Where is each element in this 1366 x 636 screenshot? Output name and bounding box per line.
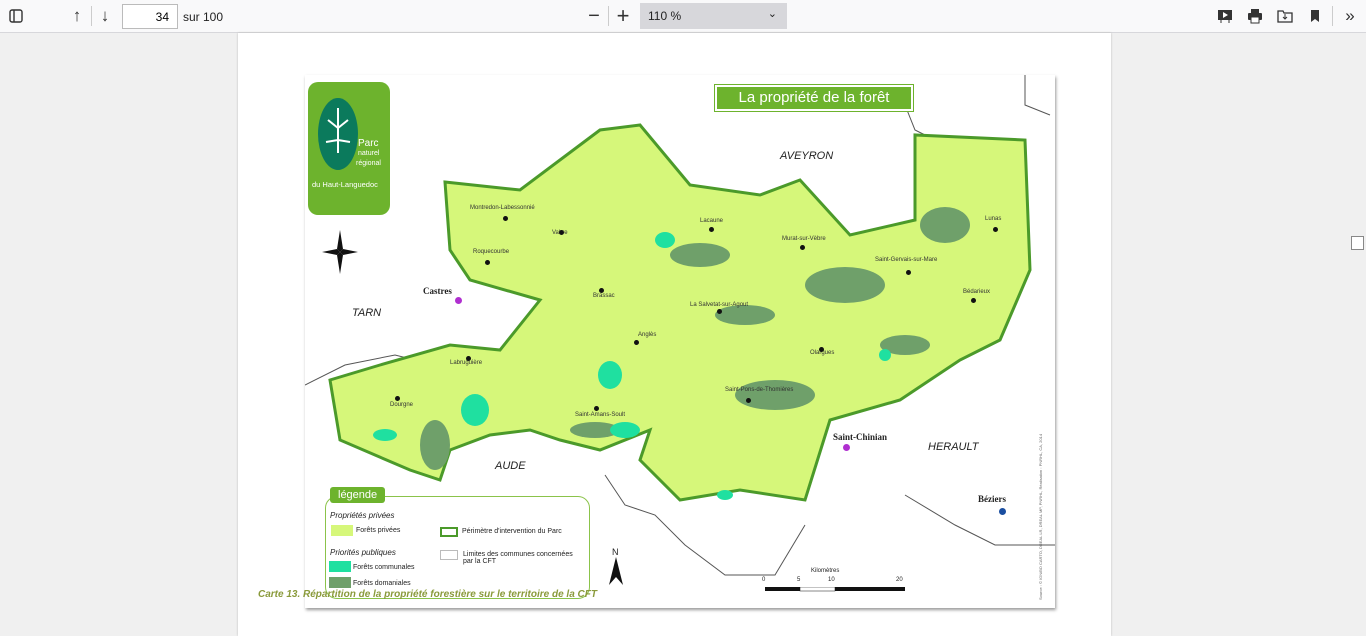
town-label: Saint-Gervais-sur-Mare [875,257,938,263]
legend-label: Forêts domaniales [353,580,411,587]
presentation-icon[interactable] [1215,5,1235,27]
scale-tick: 10 [828,577,835,583]
region-label: TARN [352,307,382,319]
scale-tick: 20 [896,577,903,583]
town-label: Bédarieux [963,289,991,295]
legend-heading: Propriétés privées [330,511,395,520]
north-label: N [612,547,619,557]
double-chevron-right-icon[interactable]: » [1345,6,1355,25]
zoom-select[interactable]: 110 % ⌄ [640,3,787,29]
chevron-down-icon: ⌄ [767,8,777,20]
scale-bar [765,587,905,592]
town-label: Dourgne [390,402,414,408]
forest-ownership-map: La propriété de la forêt Parc naturel ré… [305,75,1055,608]
legend-label: Forêts communales [353,564,415,571]
town-label: Saint-Amans-Soult [575,412,626,418]
minus-icon[interactable]: − [588,4,600,27]
town-label: Lunas [985,216,1002,222]
compass-rose-icon [322,230,358,274]
town-label: Murat-sur-Vèbre [782,236,826,242]
map-title: La propriété de la forêt [714,84,914,112]
save-icon[interactable] [1275,5,1295,27]
town-label: Béziers [978,494,1006,504]
park-logo-icon [318,98,358,170]
region-label: AVEYRON [780,150,834,162]
bookmark-icon[interactable] [1305,5,1325,27]
zoom-value: 110 % [648,9,682,23]
page-number-input[interactable] [122,4,178,29]
sidebar-toggle-icon[interactable] [6,5,26,27]
town-label: Anglès [638,332,657,338]
town-label: Brassac [593,293,615,299]
scale-label: Kilomètres [811,568,840,574]
logo-text: naturel [358,150,380,157]
town-label: Labruguière [450,360,483,366]
logo-text: régional [356,160,381,167]
park-logo: Parc naturel régional du Haut-Languedoc [308,82,390,215]
town-label: Olargues [810,350,835,356]
town-label: Saint-Chinian [833,432,888,442]
map-legend [325,496,590,599]
town-label: Castres [423,286,452,296]
arrow-down-icon[interactable]: ↓ [100,6,110,25]
north-arrow-icon [609,557,623,585]
pdf-toolbar: ↑ ↓ sur 100 − + 110 % ⌄ » [0,0,1366,33]
page-total: sur 100 [183,10,224,24]
logo-text: du Haut-Languedoc [312,180,378,189]
legend-heading: Priorités publiques [330,548,396,557]
plus-icon[interactable]: + [616,3,630,28]
logo-text: Parc [358,138,379,149]
region-label: AUDE [495,460,526,472]
town-label: Roquecourbe [473,249,510,255]
scale-tick: 0 [762,577,766,583]
town-label: Montredon-Labessonnié [470,205,535,211]
legend-label: Périmètre d'intervention du Parc [462,528,562,535]
print-icon[interactable] [1245,5,1265,27]
legend-tab: légende [330,487,386,503]
figure-caption: Carte 13. Répartition de la propriété fo… [258,589,597,600]
town-label: La Salvetat-sur-Agout [690,302,749,308]
source-credit: Source : © IGN/BD CARTO, DREAL LR, DREAL… [1038,433,1043,600]
scale-tick: 5 [797,577,801,583]
town-label: Lacaune [700,218,724,224]
region-label: HERAULT [928,441,979,453]
town-label: Saint-Pons-de-Thomières [725,387,794,393]
legend-label: Forêts privées [356,527,401,534]
arrow-up-icon[interactable]: ↑ [72,6,82,25]
scrollbar-thumb[interactable] [1351,236,1364,250]
legend-label: Limites des communes concernées par la C… [463,551,573,565]
vertical-scrollbar[interactable] [1349,33,1366,636]
